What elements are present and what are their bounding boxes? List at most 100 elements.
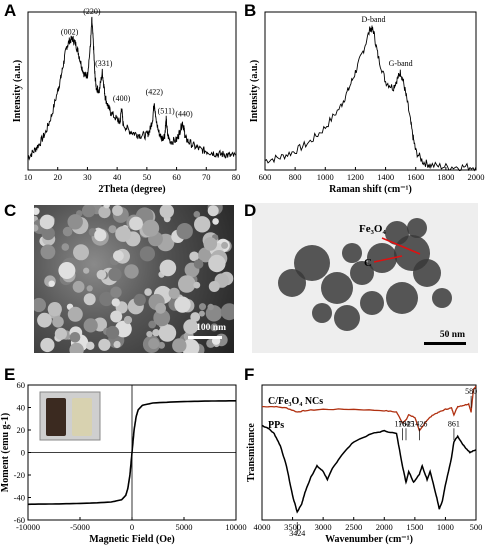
sem-scale-label: 100 nm — [196, 323, 226, 333]
sem-particle — [168, 287, 180, 299]
tem-particle — [334, 305, 360, 331]
sem-particle — [99, 291, 114, 307]
sem-particle — [39, 214, 55, 230]
sem-particle — [158, 324, 177, 342]
sem-particle — [94, 229, 107, 242]
peak-label-1: 1702 — [395, 419, 411, 428]
peak-label-B-0: D-band — [362, 15, 386, 24]
tem-particle — [294, 245, 330, 281]
sem-particle — [61, 243, 70, 251]
sem-particle — [174, 296, 191, 313]
sem-particle — [52, 316, 64, 328]
sem-particle — [103, 205, 110, 209]
sem-particle — [112, 205, 123, 216]
sem-particle — [110, 310, 123, 323]
x-tick-label-E: -10000 — [16, 522, 40, 532]
sem-particle — [146, 331, 153, 338]
sem-particle — [106, 325, 120, 340]
tem-label-c: C — [364, 257, 372, 269]
x-tick-label-F: 500 — [470, 522, 483, 532]
x-tick-label-A: 10 — [24, 172, 33, 182]
panel-label-a: A — [4, 1, 16, 20]
sem-particle — [115, 320, 132, 338]
x-tick-label-B: 1000 — [317, 172, 334, 182]
y-axis-label-E: Moment (emu g-1) — [0, 413, 11, 492]
panel-label-e: E — [4, 365, 15, 384]
sem-particle — [194, 216, 211, 233]
sem-particles — [34, 205, 234, 353]
tem-particle — [407, 218, 427, 238]
sem-particle — [110, 286, 122, 298]
sem-particle — [96, 269, 107, 280]
sem-particle — [113, 340, 121, 349]
sem-particle — [108, 267, 122, 282]
sem-particle — [82, 205, 96, 218]
sem-particle — [220, 303, 234, 321]
sem-particle — [40, 337, 55, 353]
tem-particle — [432, 288, 452, 308]
sem-particle — [62, 226, 73, 237]
x-tick-label-F: 2500 — [345, 522, 362, 532]
series-label-1: PPs — [268, 420, 284, 431]
y-tick-label-E: 0 — [21, 448, 25, 458]
sem-particle — [208, 254, 226, 273]
sem-particle — [181, 338, 200, 353]
x-axis-label-F: Wavenumber (cm⁻¹) — [325, 534, 413, 545]
panel-label-c: C — [4, 201, 16, 220]
peak-label-3: 1426 — [411, 419, 427, 428]
peak-label-A-0: (002) — [61, 27, 79, 36]
x-tick-label-A: 50 — [143, 172, 152, 182]
tem-particle — [321, 272, 353, 304]
x-tick-label-A: 40 — [113, 172, 122, 182]
sem-particle — [72, 280, 85, 293]
x-tick-label-A: 70 — [202, 172, 211, 182]
sem-particle — [86, 285, 93, 292]
sem-particle — [133, 293, 146, 306]
x-tick-label-F: 3500 — [284, 522, 301, 532]
x-tick-label-B: 2000 — [468, 172, 485, 182]
peak-label-B-1: G-band — [389, 59, 413, 68]
tem-particle — [367, 243, 397, 273]
sem-particle — [67, 306, 83, 322]
sem-particle — [83, 293, 96, 306]
sem-particle — [148, 338, 160, 350]
x-tick-label-A: 60 — [172, 172, 181, 182]
sem-particle — [98, 338, 111, 351]
tem-particle — [385, 221, 409, 245]
sem-particle — [113, 250, 124, 262]
y-tick-label-E: 40 — [17, 403, 26, 413]
sem-particle — [193, 281, 201, 289]
plot-frame-B — [264, 11, 477, 171]
sem-particle — [199, 303, 206, 311]
panel-label-f: F — [244, 365, 254, 384]
tem-particle — [350, 261, 374, 285]
x-tick-label-B: 1200 — [347, 172, 364, 182]
sem-particle — [69, 342, 84, 353]
sem-particle — [207, 303, 214, 311]
y-tick-label-E: 60 — [17, 380, 26, 390]
sem-particle — [58, 262, 76, 279]
sem-particle — [34, 224, 39, 232]
x-tick-label-B: 800 — [289, 172, 302, 182]
sem-particle — [176, 223, 193, 240]
sem-particle — [115, 226, 131, 242]
peak-label-A-3: (400) — [113, 94, 131, 103]
peak-label-4: 861 — [448, 419, 460, 428]
sem-particle — [37, 312, 52, 328]
y-axis-label-A: Intensity (a.u.) — [12, 60, 23, 123]
peak-label-A-2: (331) — [95, 59, 113, 68]
x-tick-label-F: 4000 — [254, 522, 271, 532]
sem-particle — [189, 251, 200, 262]
sem-particle — [198, 310, 205, 317]
tem-particle — [386, 282, 418, 314]
y-tick-label-E: 20 — [17, 425, 26, 435]
peak-label-A-5: (511) — [158, 106, 175, 115]
tem-particle — [278, 269, 306, 297]
sem-particle — [139, 246, 155, 262]
sem-particle — [69, 332, 81, 343]
sem-particle — [198, 247, 214, 263]
sem-particle — [129, 216, 143, 231]
tem-particle — [342, 243, 362, 263]
sem-particle — [210, 323, 219, 332]
